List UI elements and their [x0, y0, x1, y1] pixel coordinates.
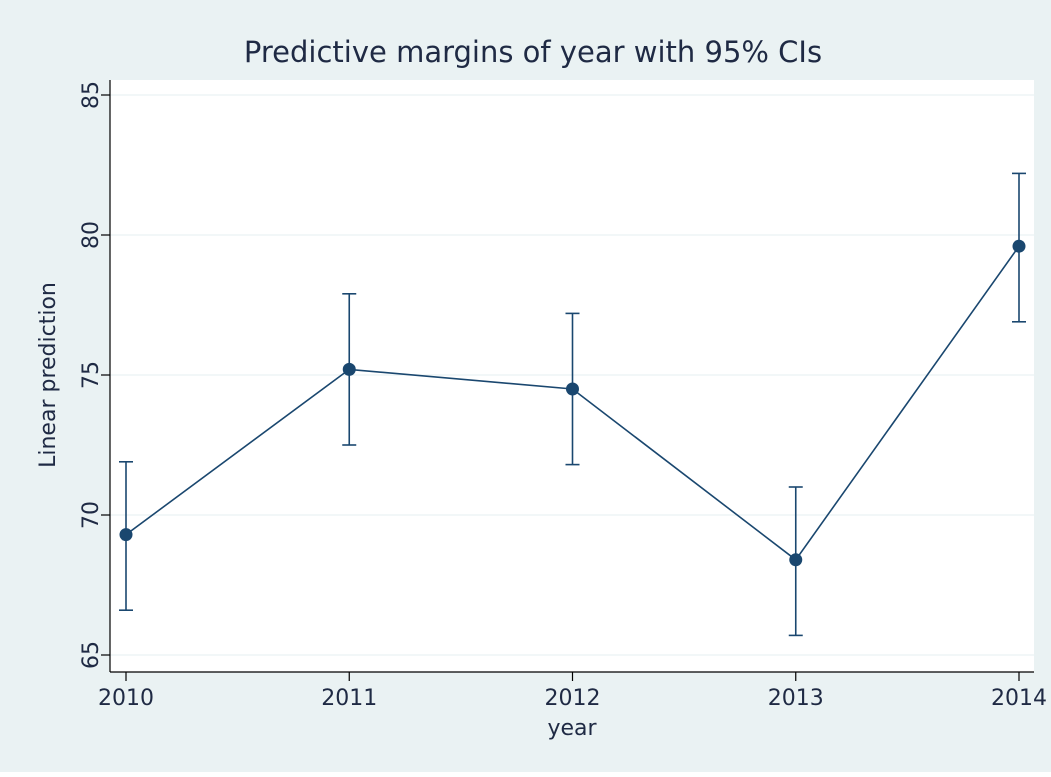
- data-point: [342, 362, 356, 376]
- data-markers: [119, 239, 1026, 567]
- data-point: [119, 528, 133, 542]
- x-tick-label: 2012: [545, 686, 601, 711]
- y-tick-label: 85: [79, 81, 104, 109]
- data-point: [1012, 239, 1026, 253]
- y-tick-label: 65: [79, 641, 104, 669]
- x-tick-label: 2010: [98, 686, 154, 711]
- data-point: [566, 382, 579, 396]
- x-tick-label: 2013: [768, 686, 824, 711]
- y-tick-label: 80: [79, 221, 104, 249]
- data-point: [789, 553, 803, 567]
- chart-title: Predictive margins of year with 95% CIs: [244, 35, 822, 69]
- y-tick-label: 70: [79, 501, 104, 529]
- y-axis-label: Linear prediction: [36, 282, 61, 468]
- x-axis-label: year: [547, 716, 597, 741]
- axes: 65 70 75 80 85 2010 2011 2012 2013 2014: [79, 80, 1047, 711]
- x-tick-label: 2011: [321, 686, 377, 711]
- x-tick-label: 2014: [991, 686, 1047, 711]
- y-tick-label: 75: [79, 361, 104, 389]
